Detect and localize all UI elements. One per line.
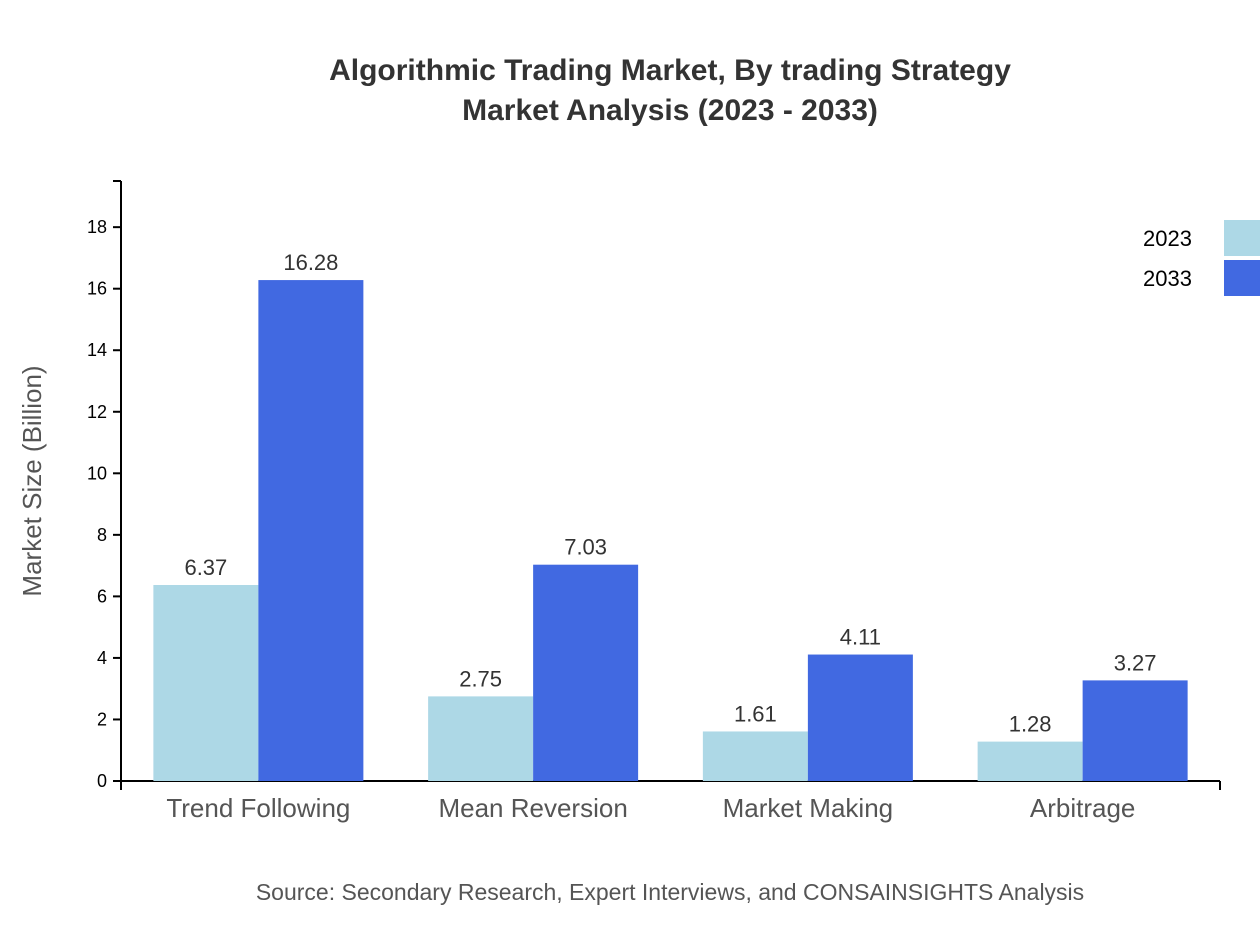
y-axis-label: Market Size (Billion): [17, 365, 47, 596]
bar-2023: [428, 696, 534, 781]
y-tick-label: 8: [97, 525, 107, 545]
bar-2033: [258, 280, 364, 781]
data-label: 7.03: [564, 535, 607, 560]
chart-title: Algorithmic Trading Market, By trading S…: [329, 54, 1011, 87]
x-tick-label: Mean Reversion: [438, 793, 627, 823]
y-tick-label: 2: [97, 709, 107, 729]
data-label: 3.27: [1114, 650, 1157, 675]
chart-subtitle: Market Analysis (2023 - 2033): [462, 94, 878, 127]
data-label: 2.75: [459, 666, 502, 691]
source-note: Source: Secondary Research, Expert Inter…: [256, 879, 1084, 905]
bar-2023: [153, 585, 259, 781]
bar-2023: [702, 731, 808, 781]
x-tick-label: Arbitrage: [1030, 793, 1136, 823]
y-tick-label: 10: [87, 463, 107, 483]
y-tick-label: 14: [87, 340, 107, 360]
bar-2033: [807, 654, 913, 781]
data-label: 1.61: [734, 701, 777, 726]
data-label: 4.11: [840, 625, 881, 650]
y-tick-label: 18: [87, 217, 107, 237]
legend-label: 2023: [1143, 226, 1192, 251]
y-tick-label: 6: [97, 586, 107, 606]
data-label: 1.28: [1009, 712, 1052, 737]
data-label: 16.28: [283, 250, 338, 275]
y-tick-label: 16: [87, 279, 107, 299]
legend-swatch-2023: [1224, 220, 1260, 256]
y-tick-label: 4: [97, 648, 107, 668]
data-label: 6.37: [184, 555, 227, 580]
bar-2033: [533, 564, 639, 781]
y-tick-label: 0: [97, 771, 107, 791]
y-tick-label: 12: [87, 402, 107, 422]
legend-swatch-2033: [1224, 260, 1260, 296]
x-tick-label: Trend Following: [166, 793, 350, 823]
legend-label: 2033: [1143, 266, 1192, 291]
bar-2033: [1082, 680, 1188, 781]
bar-2023: [977, 741, 1083, 781]
x-tick-label: Market Making: [723, 793, 894, 823]
